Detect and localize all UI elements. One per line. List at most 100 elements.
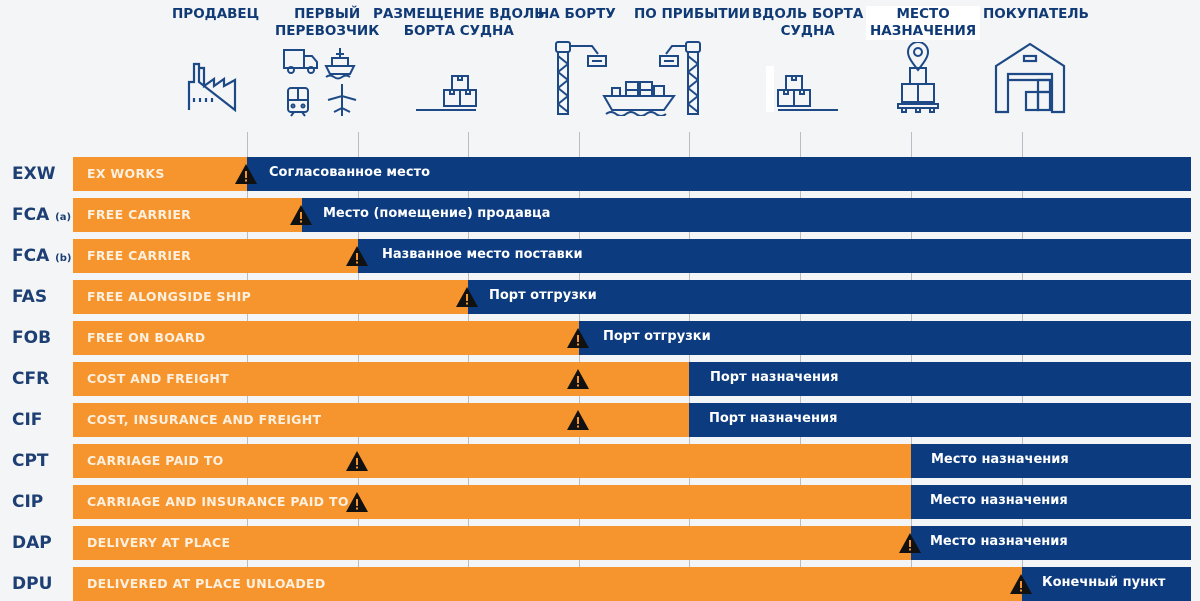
code-sub: (a): [55, 212, 72, 223]
seller-bar: [73, 157, 247, 191]
seller-bar: [73, 362, 689, 396]
warning-icon: [567, 410, 589, 430]
code-text: CIF: [12, 410, 43, 430]
col-label: ПОКУПАТЕЛЬ: [983, 6, 1089, 22]
term-name: FREE ON BOARD: [87, 330, 206, 345]
term-name: FREE CARRIER: [87, 207, 192, 222]
warning-icon: [899, 533, 921, 553]
col-head-first-carrier: ПЕРВЫЙ ПЕРЕВОЗЧИК: [275, 6, 379, 40]
delivery-place: Конечный пункт: [1042, 575, 1166, 590]
row-cpt: CPT CARRIAGE PAID TO Место назначения: [0, 444, 1200, 478]
delivery-place: Порт отгрузки: [489, 288, 597, 303]
col-label-line2: БОРТА СУДНА: [403, 23, 514, 39]
term-code: DAP: [12, 526, 52, 560]
delivery-place: Порт назначения: [710, 370, 839, 385]
seller-bar: [73, 526, 911, 560]
row-cif: CIF COST, INSURANCE AND FREIGHT Порт наз…: [0, 403, 1200, 437]
term-name: COST AND FREIGHT: [87, 371, 229, 386]
term-code: FAS: [12, 280, 47, 314]
buyer-bar: [358, 239, 1191, 273]
col-label-line2: ПЕРЕВОЗЧИК: [275, 23, 380, 39]
code-text: CPT: [12, 451, 49, 471]
term-name: FREE CARRIER: [87, 248, 192, 263]
warning-icon: [346, 246, 368, 266]
row-fob: FOB FREE ON BOARD Порт отгрузки: [0, 321, 1200, 355]
buyer-bar: [689, 403, 1191, 437]
term-name: CARRIAGE PAID TO: [87, 453, 224, 468]
crane-icon: [555, 41, 607, 115]
term-code: FCA (a): [12, 198, 71, 232]
seller-bar: [73, 280, 468, 314]
delivery-place: Порт отгрузки: [603, 329, 711, 344]
col-head-buyer: ПОКУПАТЕЛЬ: [983, 6, 1089, 23]
term-name: EX WORKS: [87, 166, 165, 181]
code-text: EXW: [12, 164, 56, 184]
transport-icon: [283, 48, 357, 117]
delivery-place: Место назначения: [930, 534, 1068, 549]
warning-icon: [1010, 574, 1032, 594]
warehouse-icon: [994, 42, 1066, 114]
boxes-on-dock-icon: [416, 75, 477, 111]
term-name: CARRIAGE AND INSURANCE PAID TO: [87, 494, 349, 509]
term-name: COST, INSURANCE AND FREIGHT: [87, 412, 322, 427]
col-label-line1: МЕСТО: [896, 6, 950, 22]
term-code: FCA (b): [12, 239, 71, 273]
buyer-bar: [302, 198, 1191, 232]
buyer-bar: [911, 485, 1191, 519]
col-label-line1: ПЕРВЫЙ: [294, 6, 361, 22]
seller-bar: [73, 567, 1022, 601]
col-label-line1: РАЗМЕЩЕНИЕ ВДОЛЬ: [373, 6, 545, 22]
seller-bar: [73, 198, 302, 232]
warning-icon: [235, 164, 257, 184]
warning-icon: [346, 492, 368, 512]
boxes-on-dock-dest-icon: [766, 66, 838, 112]
warning-icon: [567, 369, 589, 389]
seller-bar: [73, 239, 358, 273]
col-label-line2: НАЗНАЧЕНИЯ: [870, 23, 977, 39]
code-text: CFR: [12, 369, 50, 389]
term-code: CIF: [12, 403, 42, 437]
col-head-alongside-ship-dest: ВДОЛЬ БОРТА СУДНА: [752, 6, 863, 40]
ship-crane-icon: [602, 41, 701, 116]
buyer-bar: [1022, 567, 1191, 601]
location-pallet-icon: [897, 42, 939, 113]
term-name: DELIVERY AT PLACE: [87, 535, 231, 550]
delivery-place: Место назначения: [930, 493, 1068, 508]
delivery-place: Названное место поставки: [382, 247, 583, 262]
row-cfr: CFR COST AND FREIGHT Порт назначения: [0, 362, 1200, 396]
term-code: CPT: [12, 444, 49, 478]
buyer-bar: [247, 157, 1191, 191]
code-text: FCA: [12, 205, 50, 225]
delivery-place: Согласованное место: [269, 165, 431, 180]
term-code: EXW: [12, 157, 55, 191]
seller-bar: [73, 403, 689, 437]
term-name: DELIVERED AT PLACE UNLOADED: [87, 576, 326, 591]
col-label: ПРОДАВЕЦ: [172, 6, 260, 22]
buyer-bar: [468, 280, 1191, 314]
row-fas: FAS FREE ALONGSIDE SHIP Порт отгрузки: [0, 280, 1200, 314]
code-text: DPU: [12, 574, 53, 594]
col-head-seller: ПРОДАВЕЦ: [172, 6, 259, 23]
code-text: FAS: [12, 287, 48, 307]
seller-bar: [73, 321, 579, 355]
row-fca-b: FCA (b) FREE CARRIER Названное место пос…: [0, 239, 1200, 273]
col-head-destination: МЕСТО НАЗНАЧЕНИЯ: [866, 6, 981, 40]
term-name: FREE ALONGSIDE SHIP: [87, 289, 252, 304]
buyer-bar: [579, 321, 1191, 355]
row-fca-a: FCA (a) FREE CARRIER Место (помещение) п…: [0, 198, 1200, 232]
delivery-place: Порт назначения: [709, 411, 838, 426]
col-head-alongside-ship: РАЗМЕЩЕНИЕ ВДОЛЬ БОРТА СУДНА: [373, 6, 545, 40]
term-code: DPU: [12, 567, 52, 601]
code-text: CIP: [12, 492, 44, 512]
col-label-line2: СУДНА: [780, 23, 835, 39]
warning-icon: [567, 328, 589, 348]
code-sub: (b): [55, 253, 72, 264]
col-label-line1: ВДОЛЬ БОРТА: [752, 6, 864, 22]
seller-bar: [73, 485, 911, 519]
col-label: НА БОРТУ: [538, 6, 616, 22]
code-text: FOB: [12, 328, 52, 348]
row-dap: DAP DELIVERY AT PLACE Место назначения: [0, 526, 1200, 560]
warning-icon: [290, 205, 312, 225]
col-head-on-board: НА БОРТУ: [538, 6, 616, 23]
code-text: DAP: [12, 533, 52, 553]
